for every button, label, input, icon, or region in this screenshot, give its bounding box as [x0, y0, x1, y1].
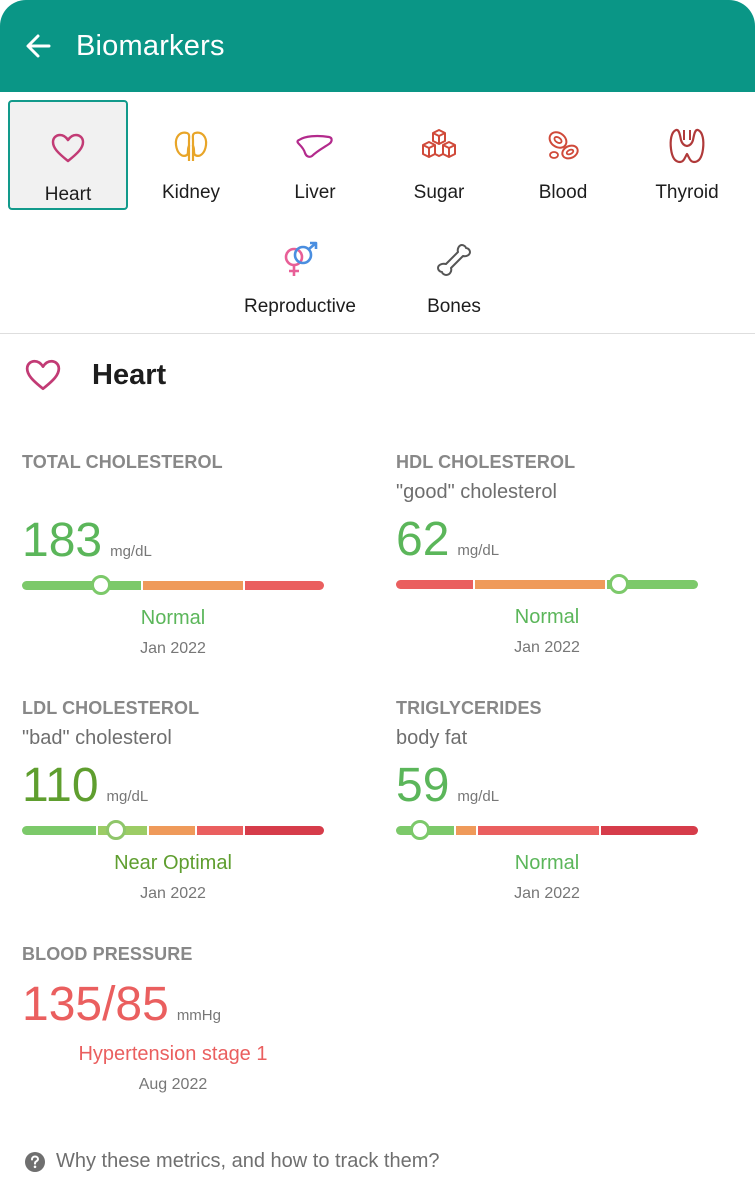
metric-status: Normal	[514, 606, 580, 628]
range-gauge	[22, 820, 324, 840]
category-blood[interactable]: Blood	[503, 100, 623, 210]
metric-hdl-cholesterol[interactable]: HDL CHOLESTEROL "good" cholesterol 62 mg…	[396, 452, 698, 657]
gender-icon	[284, 241, 318, 276]
category-sugar[interactable]: Sugar	[379, 100, 499, 210]
metric-value: 59	[396, 759, 450, 812]
metric-name: TOTAL CHOLESTEROL	[22, 452, 223, 472]
page-title: Biomarkers	[76, 29, 225, 62]
gauge-marker	[410, 820, 431, 840]
section-header: Heart	[24, 358, 166, 392]
metric-date: Jan 2022	[140, 640, 206, 657]
metric-name: LDL CHOLESTEROL	[22, 698, 200, 718]
metric-value: 110	[22, 759, 99, 812]
category-label: Kidney	[161, 182, 221, 203]
category-kidney[interactable]: Kidney	[131, 100, 251, 210]
heart-icon	[25, 359, 61, 391]
metric-subtitle: "good" cholesterol	[396, 481, 557, 503]
gauge-segment	[601, 826, 698, 835]
blood-cells-icon	[548, 131, 579, 160]
gauge-segment	[148, 826, 196, 835]
help-link[interactable]: Why these metrics, and how to track them…	[24, 1150, 440, 1173]
metric-unit: mg/dL	[110, 543, 152, 560]
range-gauge	[22, 575, 324, 595]
gauge-segment	[22, 581, 141, 590]
category-label: Blood	[538, 182, 588, 203]
gauge-segment	[396, 580, 473, 589]
metric-name: HDL CHOLESTEROL	[396, 452, 576, 472]
category-label: Thyroid	[655, 182, 719, 203]
category-reproductive[interactable]: Reproductive	[240, 214, 360, 324]
metric-unit: mg/dL	[457, 788, 500, 805]
metric-date: Jan 2022	[514, 639, 580, 656]
gauge-segment	[456, 826, 476, 835]
gauge-marker	[609, 574, 630, 594]
metric-total-cholesterol[interactable]: TOTAL CHOLESTEROL 183 mg/dL Normal Jan 2…	[22, 452, 324, 658]
category-label: Bones	[427, 296, 481, 317]
category-label: Heart	[44, 184, 92, 205]
metric-status: Normal	[140, 607, 206, 629]
category-label: Sugar	[413, 182, 465, 203]
metric-date: Jan 2022	[140, 885, 206, 902]
metric-subtitle: "bad" cholesterol	[22, 727, 172, 749]
metric-blood-pressure[interactable]: BLOOD PRESSURE 135/85 mmHg Hypertension …	[22, 944, 324, 1094]
metric-unit: mg/dL	[457, 542, 500, 559]
metric-name: BLOOD PRESSURE	[22, 944, 193, 964]
thyroid-icon	[669, 128, 705, 164]
kidney-icon	[174, 131, 208, 161]
metric-status: Normal	[514, 852, 580, 874]
metric-date: Aug 2022	[138, 1076, 208, 1093]
category-thyroid[interactable]: Thyroid	[627, 100, 747, 210]
section-title: Heart	[92, 358, 167, 391]
category-liver[interactable]: Liver	[255, 100, 375, 210]
gauge-marker	[90, 575, 111, 595]
arrow-left-icon	[26, 34, 51, 58]
metric-value: 183	[22, 514, 103, 567]
metric-subtitle: body fat	[396, 727, 468, 749]
metric-unit: mg/dL	[106, 788, 149, 805]
gauge-segment	[245, 826, 324, 835]
category-heart[interactable]: Heart	[8, 100, 128, 210]
metric-name: TRIGLYCERIDES	[396, 698, 542, 718]
category-bones[interactable]: Bones	[394, 214, 514, 324]
app-bar: Biomarkers	[0, 0, 755, 92]
back-button[interactable]	[22, 30, 54, 62]
range-gauge	[396, 820, 698, 840]
category-label: Reproductive	[244, 296, 356, 317]
gauge-segment	[22, 826, 96, 835]
category-grid: Heart Kidney Liver Suga	[0, 92, 755, 334]
gauge-segment	[245, 581, 324, 590]
metric-date: Jan 2022	[514, 885, 580, 902]
metric-unit: mmHg	[176, 1007, 221, 1024]
metric-status: Hypertension stage 1	[78, 1043, 268, 1065]
question-circle-icon	[25, 1151, 45, 1172]
heart-icon	[51, 133, 85, 163]
gauge-segment	[477, 826, 600, 835]
metric-ldl-cholesterol[interactable]: LDL CHOLESTEROL "bad" cholesterol 110 mg…	[22, 698, 324, 903]
gauge-marker	[105, 820, 126, 840]
bone-icon	[437, 244, 471, 276]
liver-icon	[296, 134, 333, 158]
sugar-cubes-icon	[422, 129, 456, 158]
gauge-segment	[474, 580, 606, 589]
gauge-segment	[607, 580, 698, 589]
help-text: Why these metrics, and how to track them…	[56, 1150, 440, 1172]
metric-triglycerides[interactable]: TRIGLYCERIDES body fat 59 mg/dL Normal J…	[396, 698, 698, 903]
gauge-segment	[142, 581, 244, 590]
metric-value: 62	[396, 513, 450, 566]
metric-value: 135/85	[22, 978, 169, 1031]
category-label: Liver	[294, 182, 336, 203]
range-gauge	[396, 574, 698, 594]
metric-status: Near Optimal	[114, 852, 232, 874]
gauge-segment	[197, 826, 244, 835]
